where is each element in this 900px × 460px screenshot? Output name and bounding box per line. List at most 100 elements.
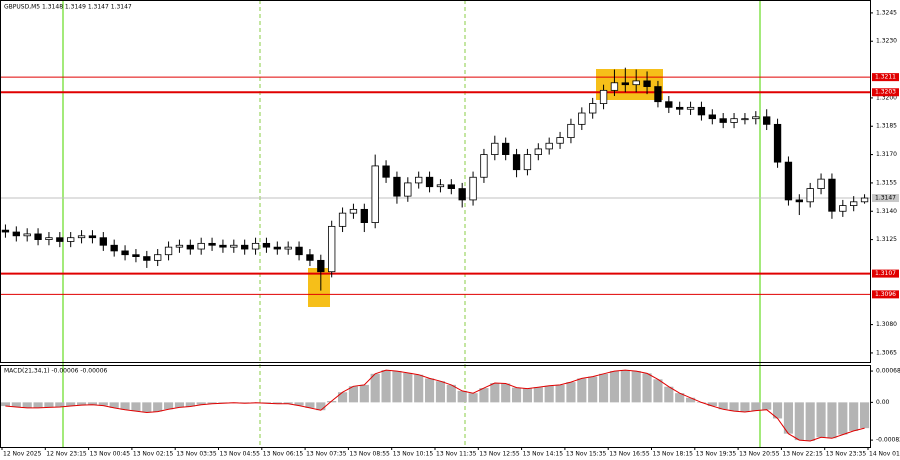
histogram-bar (327, 400, 337, 403)
candle-body (1, 229, 10, 233)
candle-body (382, 165, 390, 178)
histogram-bar (348, 386, 359, 403)
histogram-bar (827, 402, 837, 439)
histogram-bar (33, 402, 43, 408)
histogram-bar (76, 402, 87, 406)
candle-body (773, 123, 782, 163)
candle-body (719, 118, 727, 123)
x-tick-label: 13 Nov 00:45 (90, 451, 131, 458)
histogram-bar (772, 402, 783, 419)
candle-body (197, 242, 205, 250)
histogram-bar (66, 402, 76, 407)
histogram-bar (22, 402, 32, 408)
candle-body (763, 116, 771, 125)
histogram-bar (196, 402, 206, 405)
candle-body (752, 116, 760, 120)
candle-body (795, 199, 803, 203)
level-label-bg (872, 290, 899, 299)
level-label-bg (872, 73, 899, 82)
histogram-bar (664, 386, 674, 403)
candle-body (512, 154, 521, 171)
candle-body (219, 244, 227, 248)
histogram-bar (174, 402, 185, 408)
histogram-bar (762, 402, 772, 410)
candle-body (338, 212, 347, 227)
x-tick-label: 12 Nov 2025 (3, 451, 42, 458)
candle-body (88, 235, 97, 239)
x-tick-label: 14 Nov 01:05 (869, 451, 900, 458)
histogram-bar (544, 385, 554, 403)
x-tick-label: 13 Nov 04:55 (220, 451, 261, 458)
x-tick-label: 13 Nov 15:35 (566, 451, 607, 458)
candle-body (654, 86, 662, 103)
y-tick-label: 1.3155 (876, 179, 897, 186)
chart-title: GBPUSD,M5 1.3148 1.3149 1.3147 1.3147 (4, 4, 132, 11)
histogram-bar (707, 402, 717, 407)
candle-body (502, 142, 510, 155)
y-tick-label: 1.3170 (876, 151, 897, 158)
histogram-bar (816, 402, 826, 438)
x-tick-label: 13 Nov 07:35 (306, 451, 347, 458)
candle-body (458, 188, 466, 201)
candle-body (686, 106, 695, 110)
candle-body (12, 231, 20, 237)
histogram-bar (468, 393, 478, 403)
candle-body (567, 123, 575, 138)
histogram-bar (859, 402, 870, 429)
last-price-bg (872, 194, 899, 203)
candle-body (110, 244, 118, 252)
candle-body (817, 178, 825, 189)
y-tick-label: 1.3080 (876, 321, 897, 328)
histogram-bar (316, 402, 326, 411)
candle-body (404, 182, 412, 197)
histogram-bar (718, 402, 728, 410)
histogram-bar (729, 402, 739, 412)
candle-body (697, 106, 706, 116)
candle-body (208, 242, 216, 246)
histogram-bar (555, 384, 565, 403)
histogram-bar (446, 384, 456, 403)
y-tick-label: 1.3125 (876, 236, 897, 243)
x-tick-label: 13 Nov 06:15 (263, 451, 304, 458)
histogram-bar (305, 402, 315, 408)
candle-body (578, 112, 586, 125)
candle-body (154, 254, 162, 261)
candle-body (328, 225, 336, 273)
x-tick-label: 13 Nov 22:15 (782, 451, 823, 458)
candle-body (643, 80, 651, 87)
histogram-bar (598, 373, 609, 403)
histogram-bar (44, 402, 54, 408)
candle-body (469, 176, 477, 201)
histogram-bar (392, 371, 402, 403)
candle-body (415, 176, 423, 184)
candle-body (262, 242, 271, 248)
x-tick-label: 13 Nov 18:15 (653, 451, 694, 458)
candle-body (850, 201, 858, 206)
histogram-bar (207, 402, 217, 404)
y-tick-label: -0.00082 (876, 437, 900, 444)
candle-body (349, 208, 358, 214)
candle-body (23, 233, 31, 237)
y-tick-label: 1.3230 (876, 38, 897, 45)
x-tick-label: 12 Nov 23:15 (46, 451, 87, 458)
histogram-bar (337, 392, 348, 403)
histogram-bar (11, 402, 21, 407)
candle-body (284, 246, 292, 250)
histogram-bar (631, 371, 641, 403)
histogram-bar (577, 378, 587, 403)
candle-body (676, 106, 684, 110)
x-tick-label: 13 Nov 08:55 (349, 451, 390, 458)
histogram-bar (642, 373, 652, 403)
candle-body (545, 142, 553, 150)
histogram-bar (522, 388, 533, 403)
candle-body (436, 184, 445, 188)
candle-body (393, 176, 401, 197)
y-tick-label: 1.3065 (876, 349, 897, 356)
candle-body (523, 154, 532, 171)
histogram-bar (620, 370, 630, 403)
x-tick-label: 13 Nov 10:15 (393, 451, 434, 458)
histogram-bar (55, 402, 65, 407)
level-label-bg (872, 88, 899, 97)
x-tick-label: 13 Nov 02:15 (133, 451, 174, 458)
